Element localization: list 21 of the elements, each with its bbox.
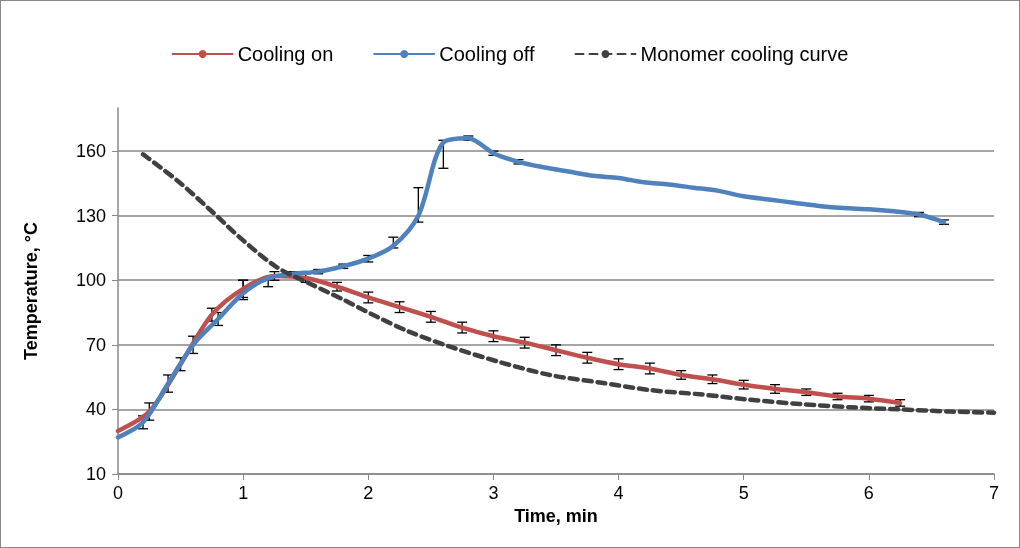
y-axis-title: Temperature, °C [21,222,41,360]
x-tick-label: 0 [112,483,124,503]
legend-label: Monomer cooling curve [640,43,849,65]
y-tick-label: 40 [85,399,106,420]
x-tick-label: 4 [613,483,624,503]
x-tick-label: 7 [988,483,1000,503]
x-tick-label: 2 [363,483,374,503]
x-tick-label: 1 [238,483,249,503]
x-tick-label: 3 [488,483,499,503]
legend-label: Cooling on [237,43,334,65]
x-tick-label: 6 [863,483,874,503]
legend-label: Cooling off [439,43,535,65]
x-tick-label: 5 [738,483,749,503]
y-tick-label: 10 [85,464,106,484]
line-series [140,152,997,415]
line-series [115,135,947,440]
y-tick-label: 100 [75,270,106,291]
x-axis-title: Time, min [514,505,598,526]
y-tick-label: 70 [85,334,106,355]
y-tick-label: 130 [75,205,106,226]
y-tick-label: 160 [75,141,106,162]
